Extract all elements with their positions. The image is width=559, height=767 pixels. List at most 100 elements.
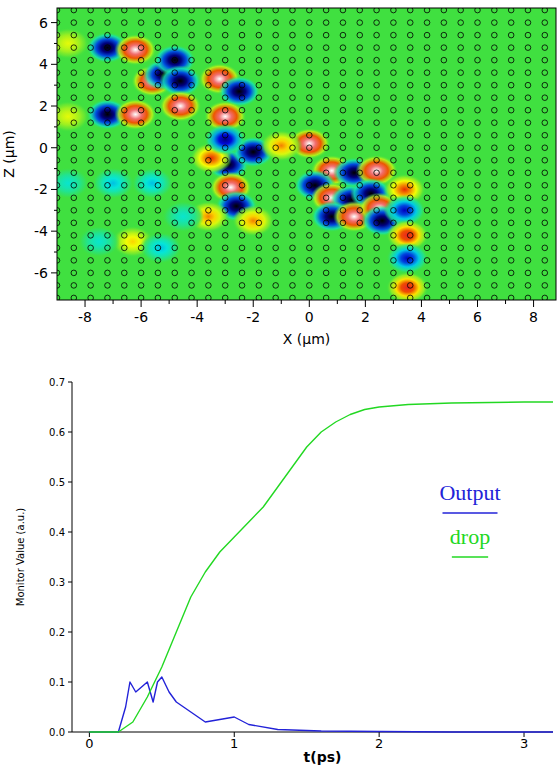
rod [391, 107, 397, 113]
rod [340, 95, 346, 101]
rod [374, 157, 380, 163]
rod [121, 208, 127, 214]
rod [172, 82, 178, 88]
rod [121, 220, 127, 226]
rod [357, 170, 363, 176]
rod [172, 95, 178, 101]
rod [542, 132, 548, 138]
rod [525, 82, 531, 88]
rod [492, 57, 498, 63]
rod [391, 245, 397, 251]
rod [172, 120, 178, 126]
rod [475, 70, 481, 76]
rod [222, 170, 228, 176]
rod [206, 182, 212, 188]
rod [458, 82, 464, 88]
rod [273, 45, 279, 51]
rod [222, 208, 228, 214]
field-background [57, 8, 556, 300]
rod [357, 245, 363, 251]
rod [525, 45, 531, 51]
rod [357, 20, 363, 26]
rod [340, 220, 346, 226]
rod [290, 70, 296, 76]
y-minor-tick [54, 210, 57, 211]
rod [71, 95, 77, 101]
rod [374, 82, 380, 88]
rod [222, 95, 228, 101]
rod [525, 57, 531, 63]
rod [121, 95, 127, 101]
rod [458, 295, 464, 300]
rod [424, 82, 430, 88]
rod [189, 82, 195, 88]
rod [121, 170, 127, 176]
rod [357, 157, 363, 163]
rod [492, 258, 498, 264]
x-tick [533, 300, 534, 307]
rod [256, 233, 262, 239]
rod [391, 195, 397, 201]
rod [424, 95, 430, 101]
rod [492, 208, 498, 214]
rod [391, 132, 397, 138]
rod [88, 57, 94, 63]
rod [407, 57, 413, 63]
rod [475, 270, 481, 276]
rod [222, 258, 228, 264]
rod [340, 283, 346, 289]
rod [508, 208, 514, 214]
y-axis [72, 382, 73, 732]
rod [138, 95, 144, 101]
rod [475, 233, 481, 239]
rod [273, 258, 279, 264]
rod [88, 32, 94, 38]
rod [239, 195, 245, 201]
rod [441, 233, 447, 239]
rod [492, 170, 498, 176]
rod [138, 295, 144, 300]
rod [172, 8, 178, 13]
rod [323, 95, 329, 101]
rod [155, 120, 161, 126]
rod [458, 157, 464, 163]
rod [458, 70, 464, 76]
rod [340, 233, 346, 239]
rod [222, 245, 228, 251]
rod [323, 107, 329, 113]
x-tick [85, 300, 86, 307]
rod [525, 258, 531, 264]
figure: -8-6-4-202468-6-4-20246X (µm)Z (µm)0.00.… [0, 0, 559, 767]
rod [307, 120, 313, 126]
rod [441, 45, 447, 51]
rod [340, 170, 346, 176]
rod [340, 120, 346, 126]
rod [71, 220, 77, 226]
x-tick-label: -2 [246, 309, 260, 325]
rod [155, 283, 161, 289]
rod [172, 208, 178, 214]
rod [458, 95, 464, 101]
rod [307, 295, 313, 300]
rod [189, 70, 195, 76]
rod [71, 57, 77, 63]
rod [172, 145, 178, 151]
rod [155, 57, 161, 63]
rod [206, 157, 212, 163]
rod [138, 20, 144, 26]
rod [105, 245, 111, 251]
rod [155, 70, 161, 76]
rod [222, 145, 228, 151]
rod [290, 195, 296, 201]
series-line [89, 677, 553, 732]
rod [273, 283, 279, 289]
rod [121, 20, 127, 26]
rod [189, 283, 195, 289]
rod [307, 70, 313, 76]
plot-frame [57, 8, 556, 300]
rod [256, 195, 262, 201]
rod [508, 107, 514, 113]
y-tick [68, 632, 72, 633]
rod [357, 258, 363, 264]
rod [492, 132, 498, 138]
